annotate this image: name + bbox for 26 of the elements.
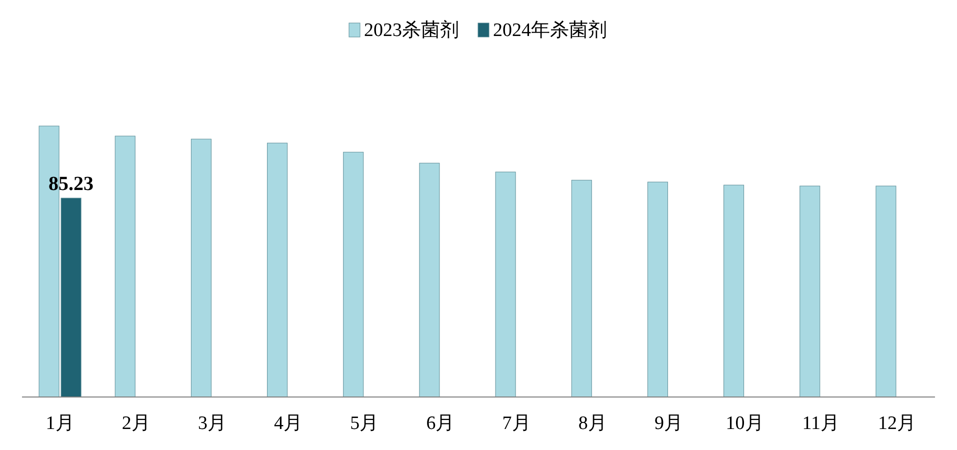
bar: [419, 162, 440, 398]
x-tick-label: 12月: [878, 413, 916, 434]
bar: [800, 186, 820, 398]
bar: [495, 172, 516, 398]
x-tick-label: 9月: [654, 413, 683, 434]
x-tick-label: 1月: [46, 413, 74, 434]
bar: [114, 136, 136, 398]
bar: [343, 152, 364, 398]
legend-label: 2023杀菌剂: [364, 19, 459, 41]
x-tick-label: 5月: [350, 413, 379, 434]
x-tick-label: 3月: [198, 413, 226, 434]
x-tick-label: 8月: [578, 413, 607, 434]
bar: [190, 138, 212, 398]
x-tick-label: 6月: [426, 413, 455, 434]
legend-label: 2024年杀菌剂: [493, 19, 607, 41]
bar: [876, 186, 896, 398]
x-tick-label: 11月: [802, 413, 840, 434]
bar: [267, 142, 288, 398]
x-tick-label: 10月: [726, 413, 764, 434]
x-tick-label: 7月: [502, 413, 531, 434]
x-tick-label: 4月: [274, 413, 303, 434]
bar: [571, 180, 592, 398]
bar: [724, 184, 744, 398]
data-label: 85.23: [48, 173, 94, 196]
x-tick-label: 2月: [122, 413, 150, 434]
bar: [647, 182, 668, 398]
